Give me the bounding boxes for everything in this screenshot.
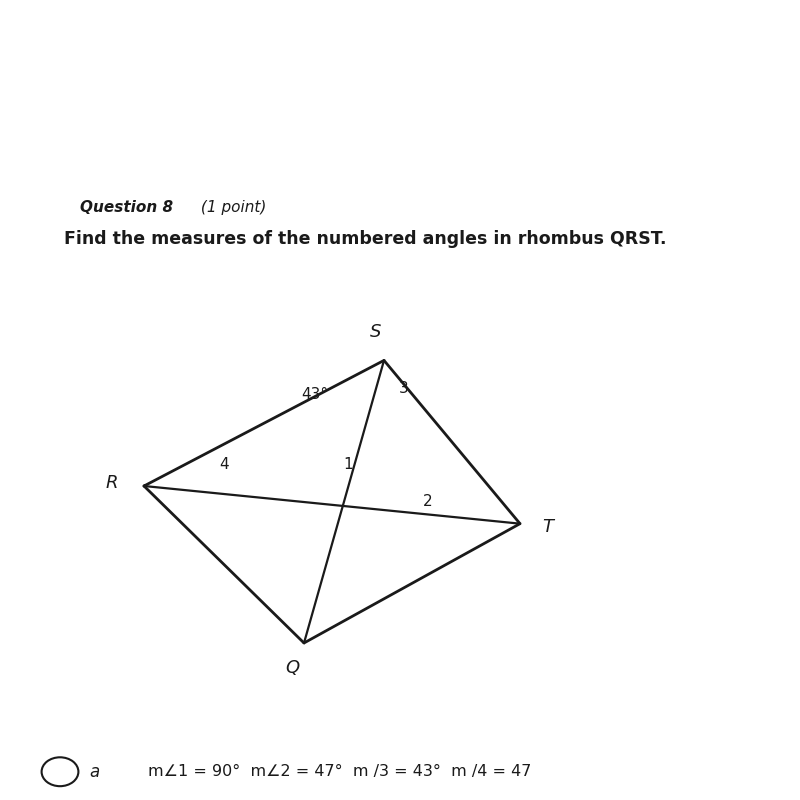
Text: Q: Q xyxy=(285,659,299,677)
Text: R: R xyxy=(106,474,118,492)
Text: (1 point): (1 point) xyxy=(196,200,266,215)
Text: Find the measures of the numbered angles in rhombus QRST.: Find the measures of the numbered angles… xyxy=(64,230,666,248)
Text: 2: 2 xyxy=(423,494,433,509)
Text: 3: 3 xyxy=(399,381,409,396)
Text: m∠1 = 90°  m∠2 = 47°  m /3 = 43°  m /4 = 47: m∠1 = 90° m∠2 = 47° m /3 = 43° m /4 = 47 xyxy=(148,764,531,779)
Text: S: S xyxy=(370,323,382,341)
Text: 43°: 43° xyxy=(301,387,328,402)
Text: a: a xyxy=(90,762,100,781)
Text: Question 8: Question 8 xyxy=(80,200,173,215)
Text: 4: 4 xyxy=(219,457,229,471)
Text: T: T xyxy=(542,518,554,536)
Text: 1: 1 xyxy=(343,457,353,471)
